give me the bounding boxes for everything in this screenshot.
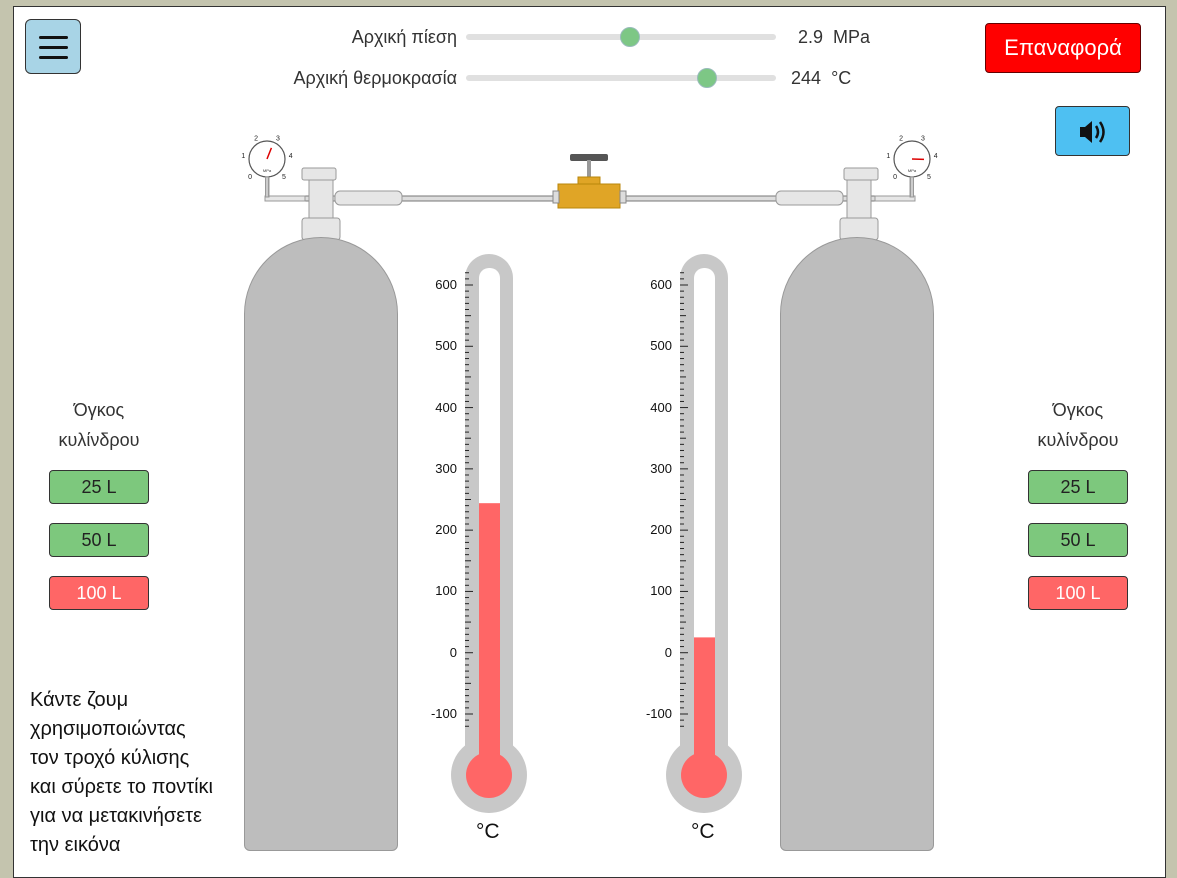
right-thermometer (666, 254, 742, 813)
right-thermometer-unit: °C (691, 820, 715, 844)
left-thermometer-tick-label: -100 (417, 706, 457, 721)
right-volume-100-button[interactable]: 100 L (1028, 576, 1128, 610)
left-thermometer-tick-label: 300 (417, 461, 457, 476)
right-thermometer-tick-label: 100 (632, 583, 672, 598)
left-volume-25-button[interactable]: 25 L (49, 470, 149, 504)
left-thermometer-fill (479, 503, 500, 770)
right-thermometer-fill (694, 637, 715, 770)
right-thermometer-tick-label: 400 (632, 400, 672, 415)
left-thermometer-tick-label: 200 (417, 522, 457, 537)
left-thermometer-unit: °C (476, 820, 500, 844)
left-volume-50-button[interactable]: 50 L (49, 523, 149, 557)
left-thermometer-tick-label: 400 (417, 400, 457, 415)
left-thermometer-tick-label: 600 (417, 277, 457, 292)
right-volume-25-button[interactable]: 25 L (1028, 470, 1128, 504)
left-thermometer-tick-label: 500 (417, 338, 457, 353)
left-thermometer-tick-label: 100 (417, 583, 457, 598)
left-thermometer-tick-label: 0 (417, 645, 457, 660)
right-thermometer-tick-label: 200 (632, 522, 672, 537)
right-volume-50-button[interactable]: 50 L (1028, 523, 1128, 557)
left-volume-100-button[interactable]: 100 L (49, 576, 149, 610)
right-thermometer-tick-label: 600 (632, 277, 672, 292)
right-thermometer-tick-label: 500 (632, 338, 672, 353)
right-thermometer-tick-label: 0 (632, 645, 672, 660)
left-thermometer (451, 254, 527, 813)
right-thermometer-tick-label: 300 (632, 461, 672, 476)
right-thermometer-tick-label: -100 (632, 706, 672, 721)
